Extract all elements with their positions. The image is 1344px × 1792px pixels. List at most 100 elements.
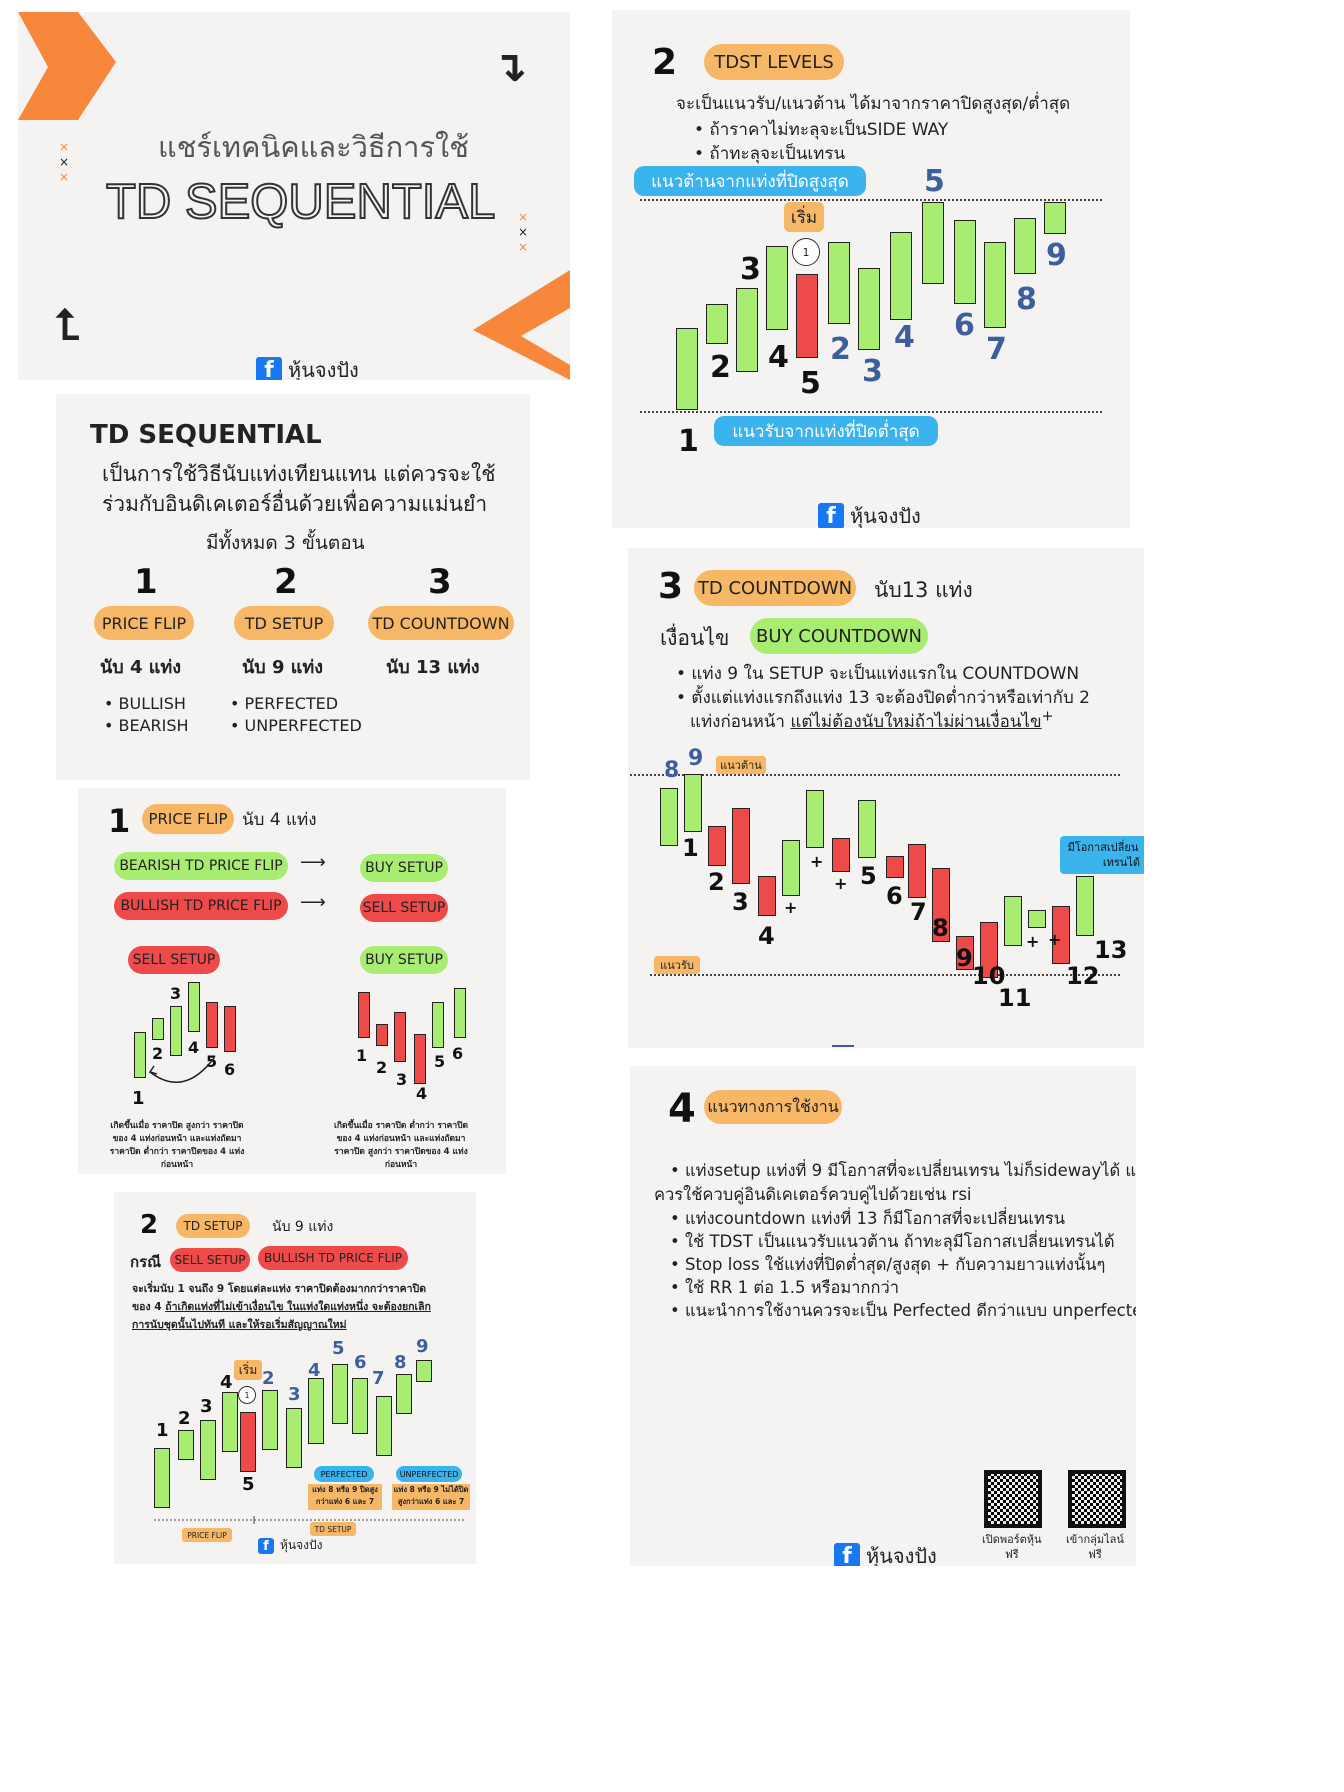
count-label: 5 bbox=[434, 1052, 446, 1071]
cover-title: TD SEQUENTIAL bbox=[105, 174, 496, 230]
candle bbox=[170, 1006, 182, 1056]
arrow-right-icon: ⟶ bbox=[300, 852, 326, 873]
count-label: + bbox=[810, 852, 824, 871]
candle bbox=[394, 1012, 406, 1062]
count-label: 4 bbox=[188, 1038, 200, 1057]
count-label: 3 bbox=[862, 354, 883, 389]
qr-caption-portfolio: เปิดพอร์ตหุ้น ฟรี bbox=[982, 1533, 1042, 1561]
usage-line-6: • ใช้ RR 1 ต่อ 1.5 หรือมากกว่า bbox=[670, 1278, 900, 1297]
count-label: 3 bbox=[288, 1384, 301, 1405]
candle bbox=[954, 220, 976, 304]
td-setup-pill: TD SETUP bbox=[176, 1214, 250, 1238]
count-label: 2 bbox=[178, 1408, 191, 1429]
sell-setup-label: SELL SETUP bbox=[128, 946, 220, 974]
step-3-pill: TD COUNTDOWN bbox=[368, 606, 514, 640]
step-2-count: นับ 9 แท่ง bbox=[242, 657, 324, 678]
candle bbox=[766, 246, 788, 330]
count-label: 5 bbox=[924, 164, 945, 199]
qr-code-line-group[interactable] bbox=[1068, 1470, 1126, 1528]
candle bbox=[736, 288, 758, 372]
candle bbox=[706, 304, 728, 344]
section-number: 2 bbox=[140, 1210, 159, 1240]
unperfected-pill: UNPERFECTED bbox=[396, 1466, 462, 1482]
step-1-count: นับ 4 แท่ง bbox=[100, 657, 182, 678]
td-setup-label: TD SETUP bbox=[310, 1522, 356, 1536]
candle bbox=[222, 1392, 238, 1452]
count-label: 10 bbox=[972, 962, 1006, 990]
candle bbox=[980, 922, 998, 978]
step-1-item-1: • BULLISH bbox=[104, 694, 186, 713]
countdown-bullet-2: • ตั้งแต่แท่งแรกถึงแท่ง 13 จะต้องปิดต่ำก… bbox=[676, 688, 1090, 708]
candle bbox=[224, 1006, 236, 1052]
step-3-number: 3 bbox=[428, 562, 452, 602]
candle bbox=[308, 1378, 324, 1444]
flip-count: นับ 4 แท่ง bbox=[242, 810, 317, 830]
candle bbox=[1052, 906, 1070, 964]
section-number: 1 bbox=[108, 802, 131, 840]
candle bbox=[676, 328, 698, 410]
qr-code-portfolio[interactable] bbox=[984, 1470, 1042, 1528]
count-label: 1 bbox=[132, 1088, 145, 1109]
candle bbox=[858, 800, 876, 858]
trend-change-label: มีโอกาสเปลี่ยน เทรนได้ bbox=[1060, 836, 1144, 874]
overview-title: TD SEQUENTIAL bbox=[90, 420, 322, 450]
support-label: แนวรับจากแท่งที่ปิดต่ำสุด bbox=[714, 416, 938, 446]
condition-label: เงื่อนไข bbox=[660, 626, 730, 650]
countdown-bullet-1: • แท่ง 9 ใน SETUP จะเป็นแท่งแรกใน COUNTD… bbox=[676, 664, 1080, 684]
count-label: 9 bbox=[688, 746, 704, 771]
candle bbox=[152, 1018, 164, 1040]
candle bbox=[262, 1390, 278, 1450]
count-label: + bbox=[784, 898, 798, 917]
overview-desc-1: เป็นการใช้วิธีนับแท่งเทียนแทน แต่ควรจะใช… bbox=[102, 462, 496, 486]
support-line bbox=[640, 411, 1102, 413]
levels-bullet-1: • ถ้าราคาไม่ทะลุจะเป็นSIDE WAY bbox=[694, 120, 949, 140]
arrow-up-left-icon: ⮤ bbox=[55, 300, 80, 349]
candle bbox=[984, 242, 1006, 328]
count-label: 6 bbox=[954, 308, 975, 343]
levels-bullet-2: • ถ้าทะลุจะเป็นเทรน bbox=[694, 144, 846, 164]
count-label: 8 bbox=[932, 914, 949, 942]
candle bbox=[1028, 910, 1046, 928]
count-label: 4 bbox=[416, 1084, 428, 1103]
candle bbox=[832, 838, 850, 872]
unperfected-note: แท่ง 8 หรือ 9 ไม่ได้ปิด สูงกว่าแท่ง 6 และ… bbox=[392, 1484, 470, 1510]
count-label: 7 bbox=[372, 1368, 385, 1389]
candle bbox=[1014, 218, 1036, 274]
case-label: กรณี bbox=[130, 1253, 162, 1271]
candle bbox=[358, 992, 370, 1038]
countdown-resistance-line bbox=[630, 774, 1120, 776]
step-1-number: 1 bbox=[134, 562, 158, 602]
count-label: 11 bbox=[998, 984, 1032, 1012]
step-3-count: นับ 13 แท่ง bbox=[386, 657, 480, 678]
usage-line-1: • แท่งsetup แท่งที่ 9 มีโอกาสที่จะเปลี่ย… bbox=[670, 1161, 1136, 1180]
setup-count: นับ 9 แท่ง bbox=[272, 1219, 334, 1235]
price-flip-pill: PRICE FLIP bbox=[142, 804, 234, 834]
overview-card: TD SEQUENTIAL เป็นการใช้วิธีนับแท่งเทียน… bbox=[56, 394, 530, 780]
count-label: 8 bbox=[1016, 282, 1037, 317]
arrow-right-icon: ⟶ bbox=[300, 892, 326, 913]
count-label: 1 bbox=[156, 1420, 169, 1441]
sell-setup-pill: SELL SETUP bbox=[360, 894, 448, 922]
candle bbox=[188, 982, 200, 1032]
perfected-pill: PERFECTED bbox=[314, 1466, 374, 1482]
usage-pill: แนวทางการใช้งาน bbox=[704, 1090, 842, 1124]
countdown-support-label: แนวรับ bbox=[654, 956, 700, 974]
candle bbox=[1044, 202, 1066, 234]
candle bbox=[454, 988, 466, 1038]
candle bbox=[178, 1430, 194, 1460]
bullish-flip-pill: BULLISH TD PRICE FLIP bbox=[114, 892, 288, 920]
candle bbox=[376, 1024, 388, 1046]
section-number: 4 bbox=[668, 1086, 696, 1132]
candle bbox=[134, 1032, 146, 1078]
perfected-note: แท่ง 8 หรือ 9 ปิดสูง กว่าแท่ง 6 และ 7 bbox=[308, 1484, 382, 1510]
bullish-flip-pill: BULLISH TD PRICE FLIP bbox=[258, 1246, 408, 1270]
count-label: 4 bbox=[894, 320, 915, 355]
buy-countdown-pill: BUY COUNTDOWN bbox=[750, 618, 928, 654]
flip-note-right: เกิดขึ้นเมื่อ ราคาปิด ต่ำกว่า ราคาปิด ของ… bbox=[333, 1121, 469, 1170]
sell-setup-pill: SELL SETUP bbox=[170, 1248, 250, 1272]
count-label: 8 bbox=[394, 1352, 407, 1373]
candle bbox=[332, 1364, 348, 1424]
candle bbox=[432, 1002, 444, 1048]
count-label: 6 bbox=[452, 1044, 464, 1063]
brand-footer: f หุ้นจงปัง bbox=[258, 1536, 322, 1555]
